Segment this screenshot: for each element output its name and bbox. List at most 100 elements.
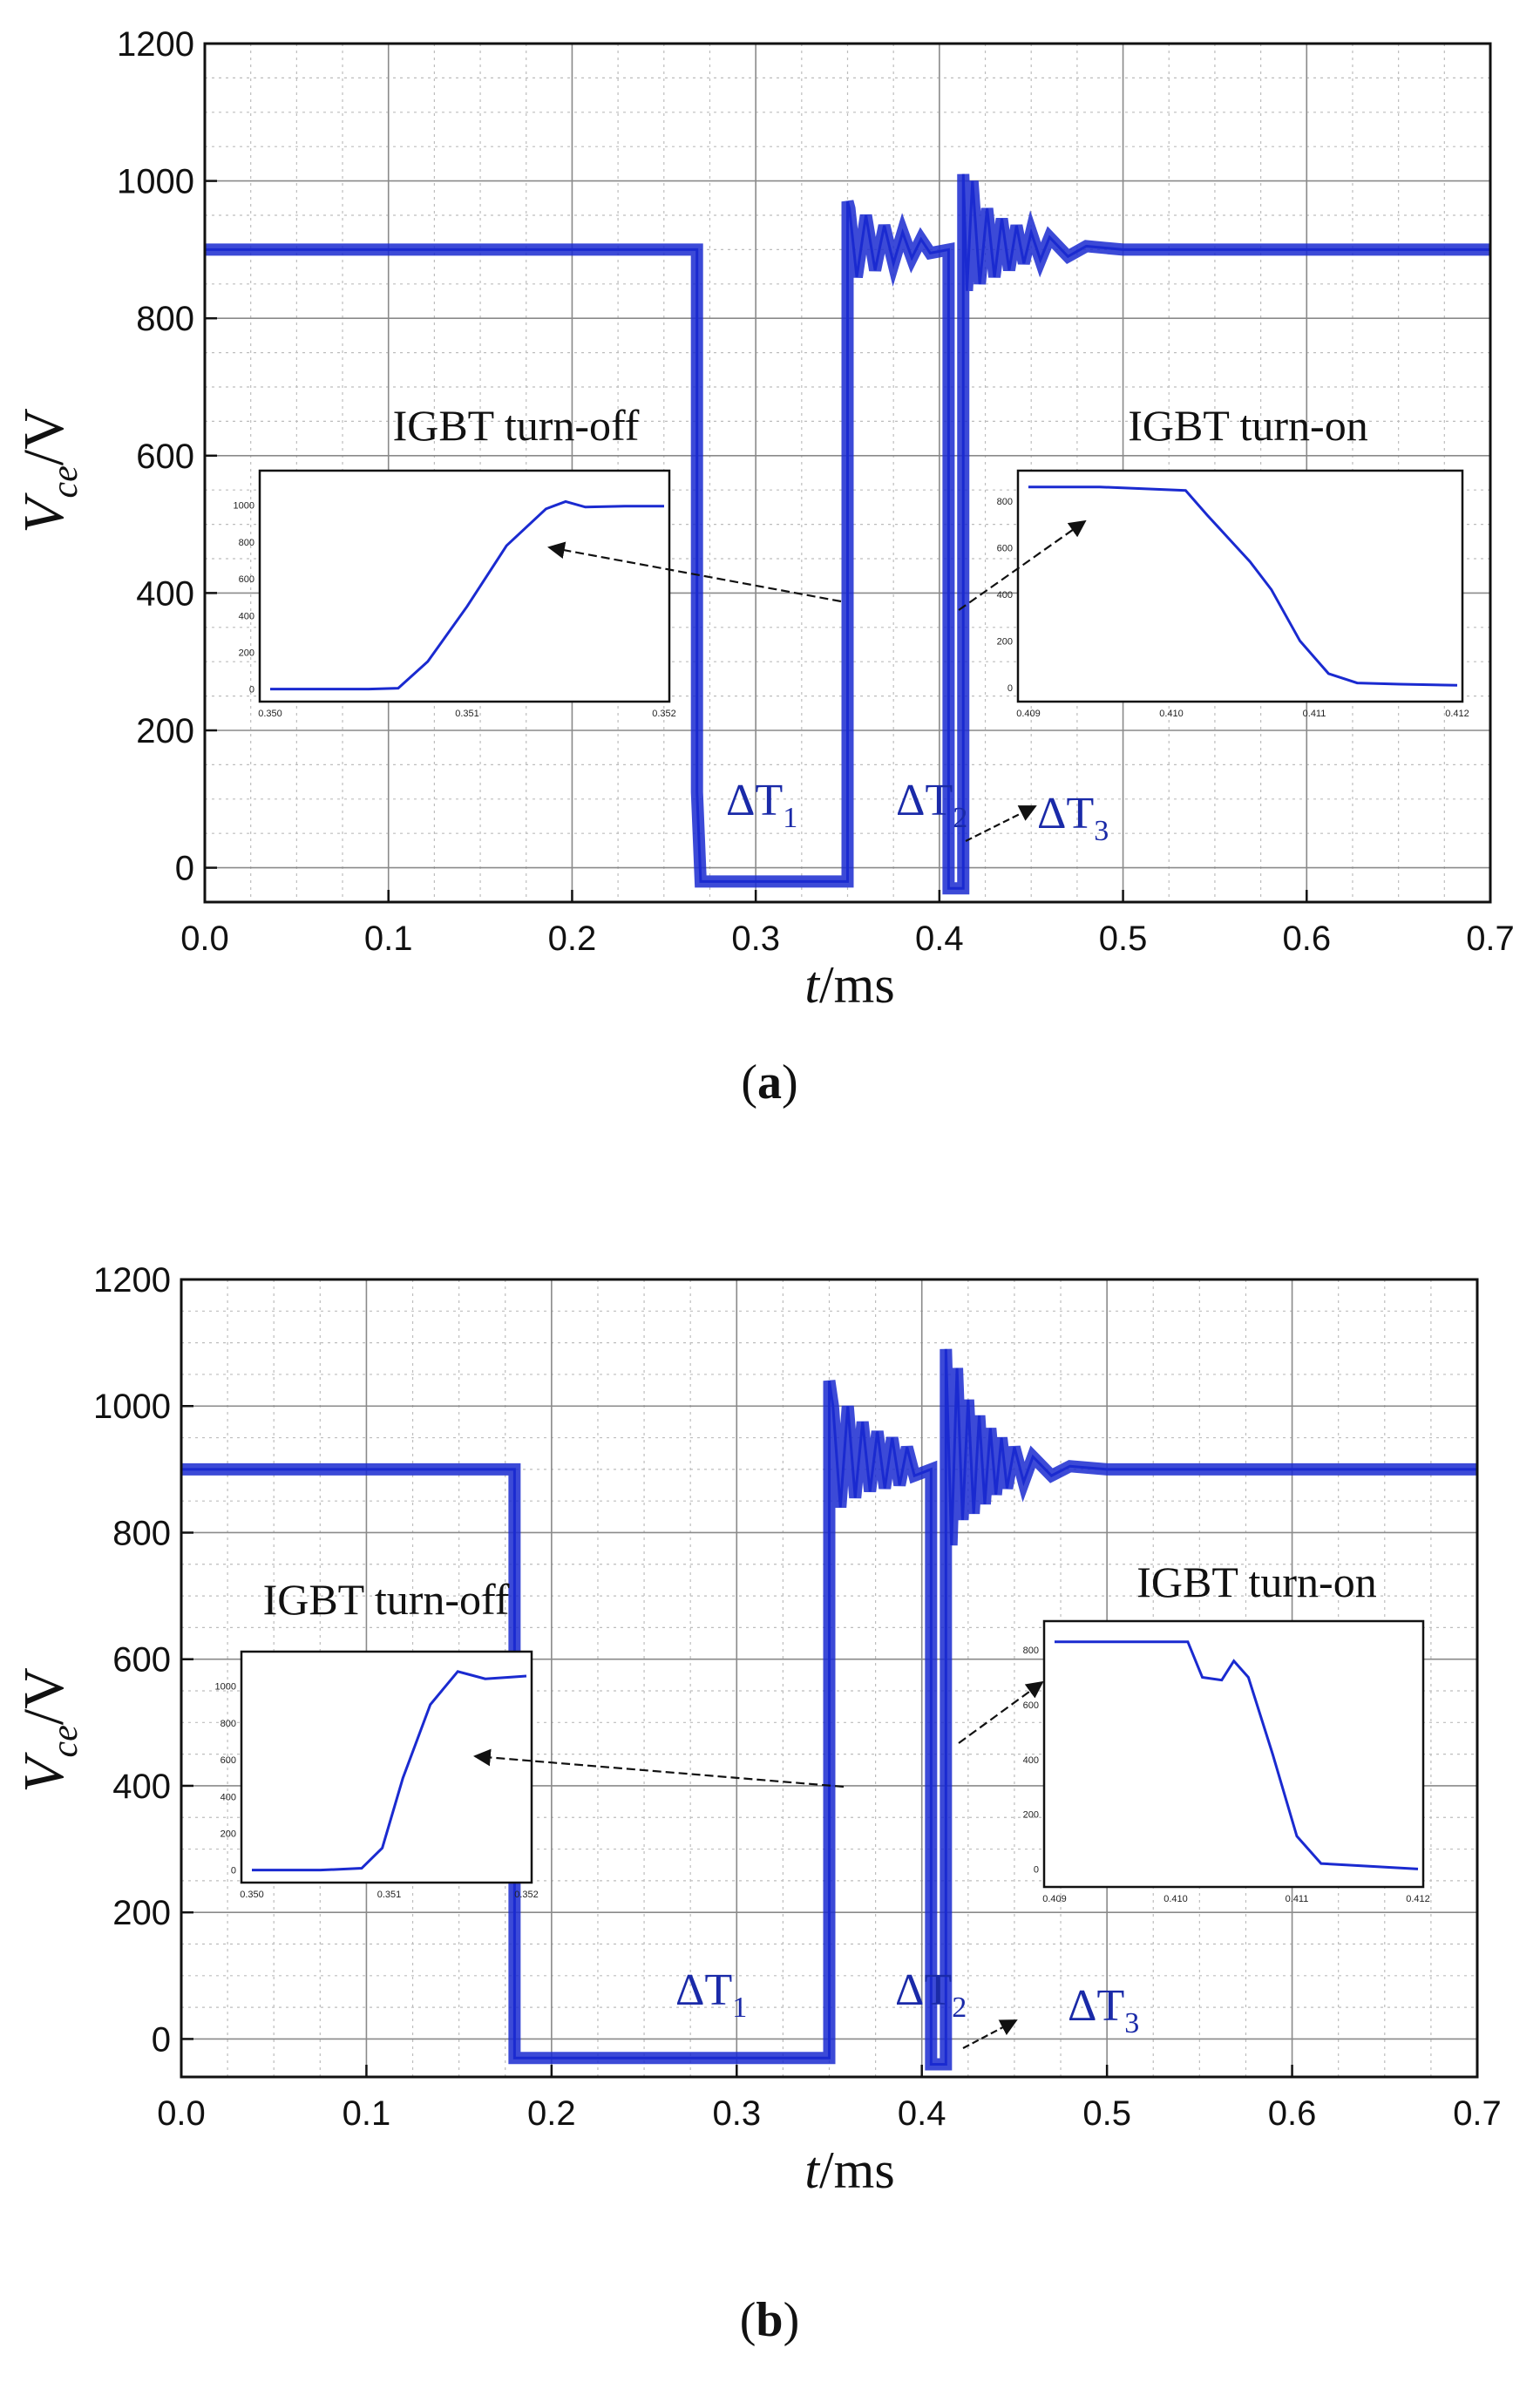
inset-x-tick-label: 0.409	[1042, 1894, 1067, 1904]
y-axis-unit: /V	[12, 1667, 76, 1725]
inset-x-tick-label: 0.412	[1445, 709, 1469, 719]
delta-subscript: 1	[783, 802, 797, 834]
inset-y-tick-label: 600	[239, 574, 254, 585]
panel-a: 0.0 0.1 0.2 0.3 0.4 0.5 0.6 0.70200400600800100…	[12, 25, 1515, 1110]
turn-on-label: IGBT turn-on	[1128, 401, 1367, 450]
delta-subscript: 1	[732, 1992, 747, 2024]
delta-base: ΔT	[1037, 789, 1094, 838]
x-tick-label: 0.2	[527, 2094, 576, 2133]
inset-x-tick-label: 0.352	[652, 709, 676, 719]
delta-subscript: 2	[952, 1992, 967, 2024]
inset-y-tick-label: 0	[1007, 683, 1013, 694]
delta-t3-label: ΔT3	[1068, 1981, 1139, 2039]
y-tick-label: 400	[112, 1768, 171, 1806]
x-tick-label: 0.7	[1466, 920, 1515, 958]
inset-x-tick-label: 0.409	[1016, 709, 1041, 719]
y-axis-subscript: ce	[45, 1725, 85, 1757]
x-tick-label: 0.1	[343, 2094, 391, 2133]
x-axis-unit: /ms	[819, 956, 895, 1014]
caption-close: )	[784, 2293, 800, 2347]
turn-off-label: IGBT turn-off	[263, 1575, 510, 1624]
x-tick-label: 0.0	[180, 920, 229, 958]
y-axis-title: Vce/V	[12, 408, 85, 533]
plot-frame	[180, 1278, 1479, 2079]
inset-frame	[258, 469, 671, 703]
delta-t3-label: ΔT3	[1037, 789, 1109, 847]
series-line-vce	[181, 1348, 1477, 2066]
plot-frame	[203, 42, 1492, 904]
inset-series-line	[1028, 485, 1458, 687]
turn-on-inset: 0.409 0.410 0.411 0.412 0 200 400 600 800	[997, 469, 1469, 719]
delta-base: ΔT	[895, 1965, 952, 2015]
x-tick-label: 0.5	[1082, 2094, 1131, 2133]
x-axis-var: t	[804, 956, 820, 1014]
inset-y-tick-label: 400	[239, 611, 254, 621]
y-tick-label: 800	[136, 300, 194, 338]
y-tick-label: 1200	[93, 1261, 171, 1300]
caption-letter: a	[757, 1055, 782, 1110]
y-tick-label: 1000	[117, 163, 194, 201]
annotation-arrow	[965, 805, 1037, 842]
delta-subscript: 2	[953, 802, 967, 834]
y-tick-label: 0	[175, 850, 194, 888]
turn-on-label: IGBT turn-on	[1136, 1557, 1376, 1606]
inset-series-line	[252, 1670, 527, 1872]
x-tick-label: 0.3	[712, 2094, 761, 2133]
turn-off-label: IGBT turn-off	[393, 401, 640, 450]
panel-b: 0.0 0.1 0.2 0.3 0.4 0.5 0.6 0.70200400600800100…	[12, 1261, 1502, 2347]
x-tick-label: 0.4	[898, 2094, 946, 2133]
inset-y-tick-label: 600	[220, 1755, 236, 1766]
x-tick-label: 0.0	[157, 2094, 206, 2133]
delta-base: ΔT	[896, 776, 953, 825]
y-tick-label: 1000	[93, 1388, 171, 1426]
inset-frame	[1016, 469, 1464, 703]
y-tick-label: 400	[136, 574, 194, 613]
inset-frame	[1042, 1619, 1425, 1889]
x-tick-label: 0.3	[731, 920, 780, 958]
inset-x-tick-label: 0.351	[377, 1890, 402, 1900]
y-tick-label: 200	[136, 712, 194, 750]
delta-base: ΔT	[1068, 1981, 1124, 2031]
inset-y-tick-label: 800	[220, 1719, 236, 1729]
inset-y-tick-label: 1000	[215, 1682, 236, 1693]
inset-frame	[240, 1650, 533, 1884]
inset-y-tick-label: 400	[997, 590, 1013, 601]
inset-x-tick-label: 0.352	[514, 1890, 539, 1900]
delta-base: ΔT	[726, 776, 783, 825]
x-axis-unit: /ms	[819, 2141, 895, 2199]
series-line-vce	[205, 173, 1490, 890]
turn-off-inset: 0.350 0.351 0.352 0 200 400 600 800 1000	[234, 469, 676, 719]
delta-subscript: 3	[1094, 815, 1109, 847]
x-tick-label: 0.1	[364, 920, 413, 958]
caption-close: )	[782, 1055, 798, 1110]
y-axis-var: V	[12, 1752, 76, 1793]
y-tick-label: 800	[112, 1514, 171, 1552]
inset-y-tick-label: 200	[239, 648, 254, 658]
inset-x-tick-label: 0.351	[455, 709, 479, 719]
x-tick-label: 0.6	[1282, 920, 1331, 958]
x-tick-label: 0.4	[915, 920, 964, 958]
panel-caption: (b)	[740, 2293, 799, 2347]
y-tick-label: 1200	[117, 25, 194, 64]
inset-y-tick-label: 600	[1023, 1700, 1039, 1711]
inset-x-tick-label: 0.412	[1406, 1894, 1430, 1904]
delta-subscript: 3	[1124, 2007, 1139, 2039]
inset-y-tick-label: 800	[997, 497, 1013, 507]
inset-y-tick-label: 400	[1023, 1755, 1039, 1766]
inset-x-tick-label: 0.411	[1286, 1894, 1309, 1904]
delta-t2-label: ΔT2	[895, 1965, 967, 2024]
y-axis-title: Vce/V	[12, 1667, 85, 1793]
panel-caption: (a)	[741, 1055, 797, 1110]
inset-y-tick-label: 200	[1023, 1810, 1039, 1821]
y-tick-label: 0	[152, 2020, 171, 2059]
inset-x-tick-label: 0.411	[1303, 709, 1326, 719]
y-tick-label: 600	[112, 1641, 171, 1680]
inset-x-tick-label: 0.350	[258, 709, 282, 719]
x-axis-title: t/ms	[804, 956, 894, 1014]
inset-y-tick-label: 1000	[234, 501, 254, 512]
inset-y-tick-label: 0	[1034, 1864, 1039, 1875]
y-axis-subscript: ce	[45, 465, 85, 498]
inset-y-tick-label: 200	[220, 1829, 236, 1839]
x-tick-label: 0.5	[1099, 920, 1148, 958]
